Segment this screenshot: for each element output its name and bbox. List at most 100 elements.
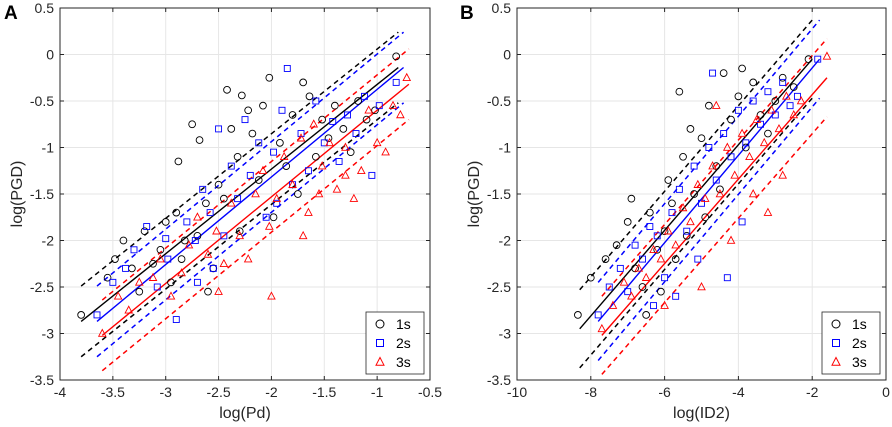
point-2s	[624, 288, 632, 296]
point-3s	[697, 282, 706, 291]
point-3s	[708, 161, 717, 170]
point-3s	[678, 202, 688, 212]
point-1s	[690, 190, 698, 198]
point-3s	[113, 291, 123, 300]
point-2s	[109, 278, 117, 286]
band-line-2s	[96, 31, 405, 287]
point-1s	[188, 120, 196, 129]
point-3s	[597, 323, 607, 333]
point-3s	[745, 151, 754, 161]
x-tick-label: -1	[371, 384, 384, 400]
point-1s	[675, 87, 684, 96]
y-tick-label: -3.5	[487, 372, 511, 388]
legend-box	[821, 311, 881, 375]
point-2s	[675, 185, 683, 193]
point-1s	[664, 176, 673, 184]
legend-marker-3s	[375, 356, 385, 366]
point-1s	[202, 199, 210, 208]
fit-lines	[80, 31, 410, 372]
y-tick-label: -3	[42, 326, 55, 342]
point-1s	[294, 190, 302, 198]
point-2s	[352, 130, 360, 138]
point-1s	[586, 273, 595, 282]
point-3s	[177, 268, 186, 277]
point-3s	[325, 137, 334, 147]
point-1s	[156, 245, 165, 254]
legend-label-3s: 3s	[852, 354, 867, 370]
x-tick-label: -0.5	[418, 384, 442, 400]
point-3s	[97, 328, 107, 337]
point-3s	[309, 119, 319, 128]
point-2s	[764, 88, 772, 96]
point-1s	[305, 92, 314, 101]
point-3s	[304, 207, 313, 216]
point-1s	[177, 255, 186, 263]
point-1s	[227, 125, 236, 133]
point-2s	[712, 176, 720, 184]
point-1s	[244, 106, 253, 115]
x-tick-label: -2	[265, 384, 278, 400]
point-1s	[135, 287, 144, 296]
x-tick-label: -3.5	[101, 384, 125, 400]
point-3s	[700, 193, 710, 202]
point-1s	[574, 311, 582, 319]
point-1s	[631, 264, 639, 273]
legend-label-1s: 1s	[396, 316, 411, 332]
point-3s	[782, 91, 791, 100]
point-3s	[663, 226, 673, 235]
point-2s	[278, 106, 286, 114]
legend-marker-1s	[831, 319, 841, 329]
point-1s	[701, 213, 710, 222]
x-tick-label: -10	[507, 384, 527, 400]
x-tick-label: -6	[658, 384, 671, 400]
point-3s	[715, 189, 725, 198]
legend-marker-3s	[831, 356, 841, 366]
point-3s	[737, 128, 747, 137]
point-2s	[631, 241, 639, 249]
point-1s	[778, 73, 787, 82]
point-3s	[124, 305, 134, 314]
point-1s	[237, 91, 246, 100]
point-1s	[259, 101, 267, 110]
fit-line-2s	[96, 66, 405, 322]
point-2s	[215, 125, 223, 133]
y-axis-label: log(PGD)	[9, 161, 26, 228]
point-1s	[804, 55, 813, 64]
legend-label-2s: 2s	[396, 335, 411, 351]
point-2s	[162, 235, 170, 243]
point-1s	[371, 106, 379, 115]
band-line-3s	[101, 48, 410, 301]
point-1s	[719, 69, 728, 77]
point-1s	[392, 52, 401, 61]
point-2s	[668, 209, 676, 217]
point-2s	[594, 311, 602, 319]
point-3s	[356, 165, 366, 175]
y-tick-label: -2	[499, 233, 512, 249]
y-tick-label: -1	[499, 140, 512, 156]
point-1s	[276, 139, 284, 147]
panel-a-letter: A	[4, 3, 18, 24]
point-1s	[161, 218, 170, 226]
point-1s	[318, 115, 327, 124]
point-2s	[122, 264, 129, 272]
band-line-3s	[601, 38, 828, 297]
x-tick-label: -4	[732, 384, 745, 400]
point-1s	[214, 180, 223, 189]
point-2s	[130, 246, 138, 254]
point-1s	[716, 185, 724, 194]
y-tick-label: -1.5	[487, 186, 511, 202]
point-3s	[671, 240, 681, 249]
point-3s	[627, 291, 636, 300]
point-1s	[712, 162, 721, 170]
y-axis-label: log(PGD)	[466, 161, 483, 228]
point-1s	[167, 278, 175, 287]
point-1s	[103, 273, 112, 282]
ticks: -4 -3.5 -3 -2.5 -2 -1.5 -1 -0.5-3.5-3-2.5-2-1.5…	[30, 0, 442, 400]
legend-marker-2s	[832, 339, 840, 347]
point-1s	[254, 176, 263, 184]
point-3s	[134, 277, 144, 286]
point-1s	[362, 115, 371, 124]
point-3s	[752, 114, 762, 123]
point-1s	[741, 143, 750, 152]
point-1s	[764, 129, 772, 138]
